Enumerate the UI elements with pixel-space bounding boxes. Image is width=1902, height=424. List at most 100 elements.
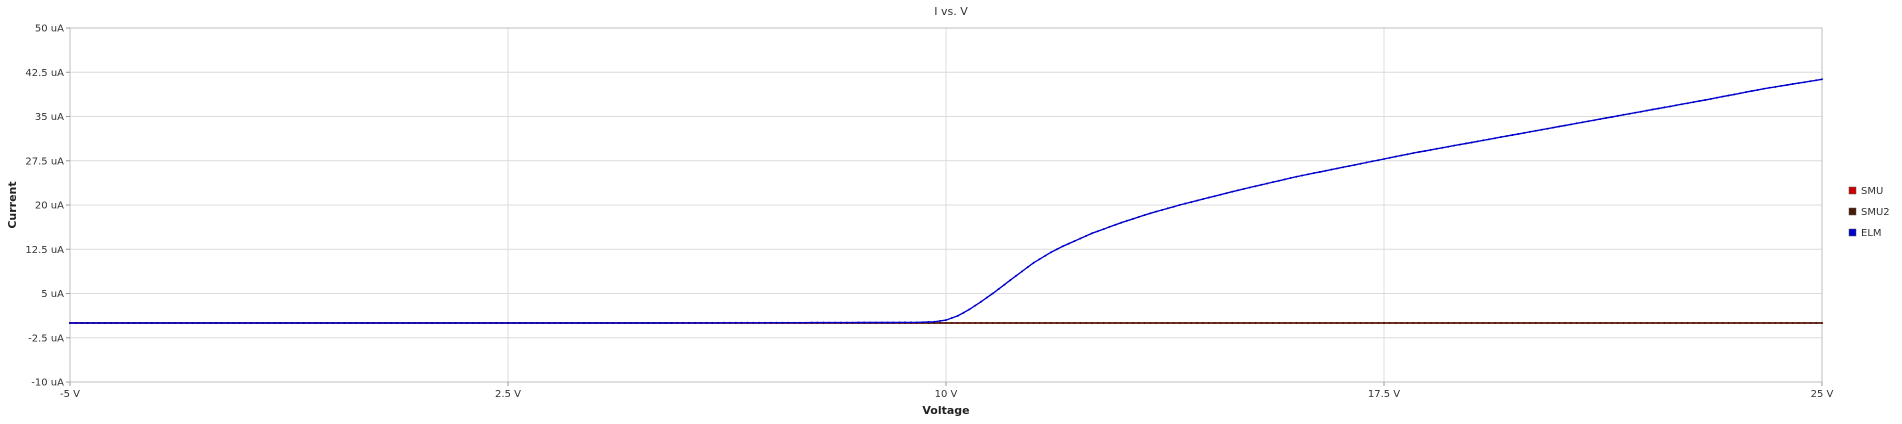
y-axis-title: Current bbox=[6, 181, 19, 228]
data-point bbox=[1534, 129, 1537, 132]
data-point bbox=[1675, 104, 1677, 107]
data-point bbox=[1254, 185, 1257, 188]
data-point bbox=[1821, 78, 1823, 81]
data-point bbox=[1663, 106, 1666, 109]
data-point bbox=[1657, 322, 1660, 324]
data-point bbox=[793, 321, 796, 324]
data-point bbox=[1546, 127, 1549, 130]
data-point bbox=[1277, 322, 1280, 324]
data-point bbox=[1324, 322, 1327, 324]
data-point bbox=[863, 321, 866, 324]
data-point bbox=[1207, 322, 1210, 324]
data-point bbox=[1435, 322, 1438, 324]
data-point bbox=[804, 321, 807, 324]
data-point bbox=[1499, 136, 1502, 139]
data-point bbox=[1038, 258, 1041, 261]
data-point bbox=[255, 322, 258, 324]
data-point bbox=[1383, 158, 1385, 160]
data-point bbox=[1096, 322, 1099, 324]
data-point bbox=[1517, 133, 1520, 135]
data-point bbox=[746, 321, 749, 324]
data-point bbox=[1114, 223, 1117, 226]
data-point bbox=[425, 322, 428, 324]
data-point bbox=[1283, 322, 1286, 324]
data-point bbox=[1178, 204, 1181, 206]
data-point bbox=[1067, 322, 1070, 324]
data-point bbox=[676, 321, 679, 324]
data-point bbox=[1733, 322, 1736, 324]
data-point bbox=[139, 322, 142, 324]
data-point bbox=[1634, 322, 1637, 324]
data-point bbox=[898, 321, 901, 324]
data-point bbox=[1569, 123, 1572, 126]
data-point bbox=[507, 322, 509, 324]
data-point bbox=[950, 322, 953, 324]
data-point bbox=[156, 322, 159, 324]
data-point bbox=[1552, 322, 1555, 324]
data-point bbox=[1564, 124, 1566, 127]
data-point bbox=[1032, 322, 1035, 324]
data-point bbox=[1546, 322, 1549, 324]
data-point bbox=[635, 322, 638, 324]
data-point bbox=[1558, 322, 1561, 324]
data-point bbox=[1517, 322, 1520, 324]
data-point bbox=[273, 322, 276, 324]
data-point bbox=[1809, 322, 1812, 324]
data-point bbox=[1657, 107, 1660, 110]
data-point bbox=[1073, 240, 1076, 243]
data-point bbox=[1330, 168, 1333, 171]
data-point bbox=[92, 322, 95, 324]
data-point bbox=[1540, 128, 1543, 131]
data-point bbox=[1242, 322, 1245, 324]
data-point bbox=[1190, 201, 1193, 204]
data-point bbox=[1202, 198, 1204, 201]
data-point bbox=[588, 322, 591, 324]
data-point bbox=[1534, 322, 1537, 324]
data-point bbox=[244, 322, 247, 324]
data-point bbox=[1762, 322, 1765, 324]
data-point bbox=[699, 321, 702, 324]
data-point bbox=[396, 322, 398, 324]
data-point bbox=[1085, 234, 1088, 237]
y-tick-label: -2.5 uA bbox=[28, 333, 64, 344]
data-point bbox=[1301, 174, 1304, 177]
data-point bbox=[279, 322, 282, 324]
data-point bbox=[1371, 160, 1374, 163]
data-point bbox=[1108, 225, 1111, 228]
data-point bbox=[483, 322, 486, 324]
data-point bbox=[226, 322, 229, 324]
data-point bbox=[1739, 92, 1742, 95]
data-point bbox=[594, 322, 597, 324]
data-point bbox=[769, 321, 772, 324]
data-point bbox=[314, 322, 317, 324]
data-point bbox=[1593, 119, 1596, 122]
data-point bbox=[1143, 322, 1146, 324]
data-point bbox=[1020, 322, 1023, 324]
data-point bbox=[1453, 322, 1456, 324]
data-point bbox=[664, 322, 667, 324]
data-point bbox=[1137, 322, 1140, 324]
legend-swatch bbox=[1848, 228, 1857, 237]
data-point bbox=[466, 322, 469, 324]
data-point bbox=[518, 322, 521, 324]
data-point bbox=[1599, 118, 1602, 121]
data-point bbox=[1254, 322, 1257, 324]
data-point bbox=[355, 322, 358, 324]
data-point bbox=[1640, 110, 1642, 113]
series-layer bbox=[69, 78, 1823, 324]
data-point bbox=[991, 292, 994, 295]
data-point bbox=[1196, 199, 1199, 202]
data-point bbox=[974, 304, 977, 307]
data-point bbox=[343, 322, 346, 324]
y-tick-label: -10 uA bbox=[31, 378, 64, 389]
data-point bbox=[127, 322, 130, 324]
data-point bbox=[69, 322, 71, 324]
data-point bbox=[419, 322, 422, 324]
data-point bbox=[956, 322, 959, 324]
data-point bbox=[892, 321, 895, 324]
data-point bbox=[781, 321, 784, 324]
x-tick-label: -5 V bbox=[60, 389, 80, 400]
data-point bbox=[1651, 108, 1654, 111]
legend-label: SMU bbox=[1861, 186, 1883, 197]
